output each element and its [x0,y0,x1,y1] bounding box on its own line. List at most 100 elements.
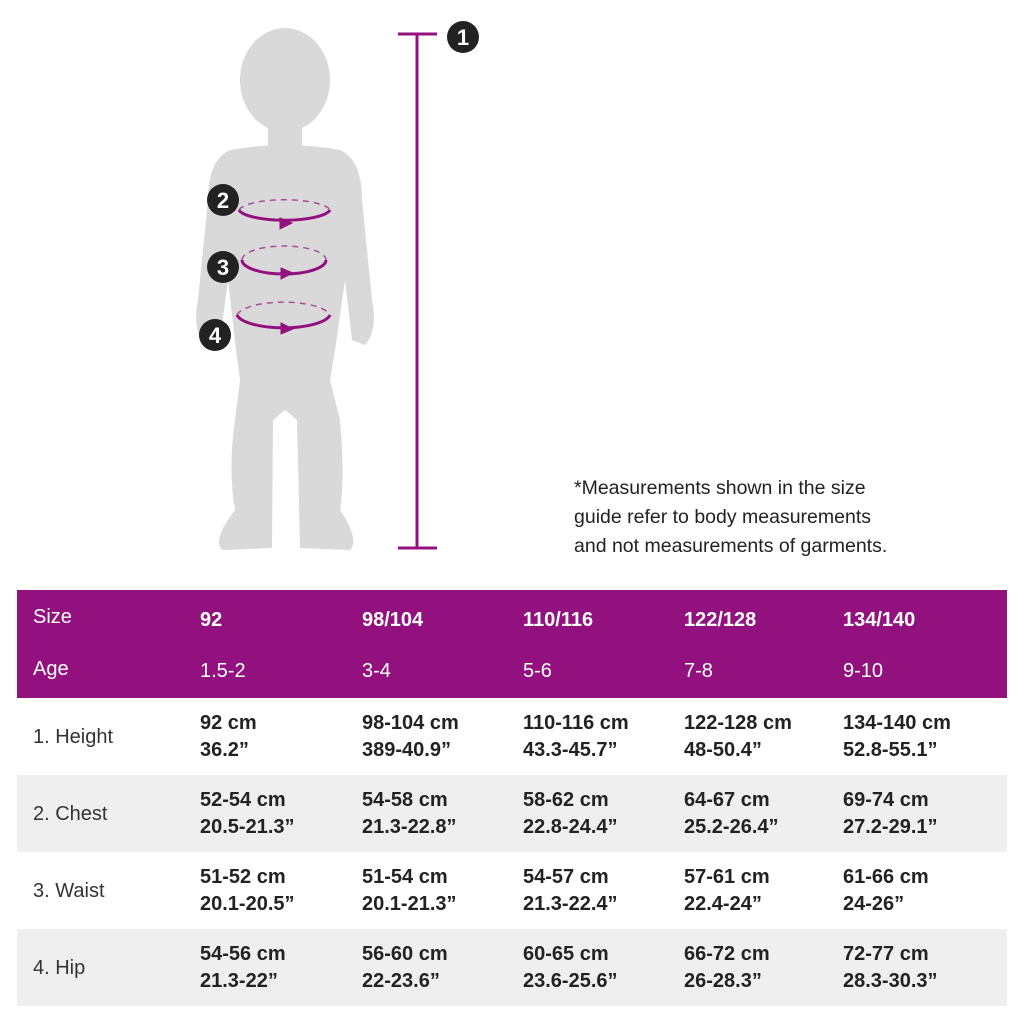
row-label: 4. Hip [33,957,86,979]
waist-measure-ring [240,245,328,280]
age-col: 1.5-2 [200,660,246,682]
measurement-note: *Measurements shown in the size guide re… [574,474,887,561]
age-col: 3-4 [362,660,391,682]
measurement-cell: 56-60 cm 22-23.6” [362,941,448,995]
body-measurement-figure: 1 2 3 4 [196,21,479,550]
measurement-cell: 134-140 cm 52.8-55.1” [843,710,951,764]
size-col: 98/104 [362,609,424,631]
measurement-cell: 54-56 cm 21.3-22” [200,941,286,995]
row-label: 2. Chest [33,803,108,825]
inch-value: 26-28.3” [684,970,762,992]
age-col: 5-6 [523,660,552,682]
measurement-cell: 72-77 cm 28.3-30.3” [843,941,938,995]
svg-text:4: 4 [209,323,222,348]
marker-badge-2: 2 [207,184,239,216]
height-measure-line [398,32,437,550]
size-header-row: Size 92 98/104 110/116 122/128 134/140 [17,606,1007,632]
measurement-cell: 60-65 cm 23.6-25.6” [523,941,618,995]
inch-value: 20.1-21.3” [362,893,457,915]
size-table: Size 92 98/104 110/116 122/128 134/140 A… [17,590,1007,1006]
table-row-height: 1. Height 92 cm 36.2” 98-104 cm 389-40.9” 110… [17,698,1007,775]
inch-value: 20.1-20.5” [200,893,295,915]
inch-value: 43.3-45.7” [523,739,618,761]
inch-value: 22-23.6” [362,970,440,992]
inch-value: 27.2-29.1” [843,816,938,838]
cm-value: 54-57 cm [523,866,609,888]
measurement-cell: 58-62 cm 22.8-24.4” [523,787,618,841]
inch-value: 36.2” [200,739,249,761]
size-label: Size [33,606,72,628]
cm-value: 56-60 cm [362,943,448,965]
measurement-cell: 61-66 cm 24-26” [843,864,929,918]
cm-value: 72-77 cm [843,943,929,965]
inch-value: 48-50.4” [684,739,762,761]
hip-measure-ring [235,301,332,335]
inch-value: 389-40.9” [362,739,451,761]
age-col: 9-10 [843,660,884,682]
measurement-cell: 54-57 cm 21.3-22.4” [523,864,618,918]
cm-value: 69-74 cm [843,789,929,811]
row-label: 3. Waist [33,880,105,902]
age-label: Age [33,658,69,680]
measurement-cell: 66-72 cm 26-28.3” [684,941,770,995]
marker-badge-1: 1 [447,21,479,53]
inch-value: 20.5-21.3” [200,816,295,838]
measurement-cell: 92 cm 36.2” [200,710,257,764]
cm-value: 51-54 cm [362,866,448,888]
cm-value: 51-52 cm [200,866,286,888]
row-label: 1. Height [33,726,114,748]
size-col: 110/116 [523,609,594,631]
measurement-cell: 69-74 cm 27.2-29.1” [843,787,938,841]
table-header: Size 92 98/104 110/116 122/128 134/140 A… [17,590,1007,698]
note-line: and not measurements of garments. [574,535,888,557]
marker-badge-3: 3 [207,251,239,283]
cm-value: 64-67 cm [684,789,770,811]
measurement-cell: 98-104 cm 389-40.9” [362,710,459,764]
cm-value: 54-58 cm [362,789,448,811]
inch-value: 21.3-22” [200,970,278,992]
measurement-cell: 51-52 cm 20.1-20.5” [200,864,295,918]
measurement-cell: 64-67 cm 25.2-26.4” [684,787,779,841]
measurement-cell: 110-116 cm 43.3-45.7” [523,710,629,764]
cm-value: 52-54 cm [200,789,286,811]
age-col: 7-8 [684,660,713,682]
inch-value: 28.3-30.3” [843,970,938,992]
inch-value: 22.4-24” [684,893,762,915]
note-line: guide refer to body measurements [574,506,871,528]
size-col: 92 [200,609,223,631]
svg-text:3: 3 [217,255,229,280]
inch-value: 21.3-22.8” [362,816,457,838]
measurement-cell: 57-61 cm 22.4-24” [684,864,770,918]
table-row-hip: 4. Hip 54-56 cm 21.3-22” 56-60 cm 22-23.6” 60… [17,929,1007,1006]
measurement-cell: 51-54 cm 20.1-21.3” [362,864,457,918]
svg-text:2: 2 [217,188,229,213]
size-col: 122/128 [684,609,757,631]
cm-value: 61-66 cm [843,866,929,888]
inch-value: 22.8-24.4” [523,816,618,838]
chest-measure-ring [237,199,332,230]
table-row-chest: 2. Chest 52-54 cm 20.5-21.3” 54-58 cm 21.3-2… [17,775,1007,852]
cm-value: 122-128 cm [684,712,792,734]
size-col: 134/140 [843,609,916,631]
inch-value: 21.3-22.4” [523,893,618,915]
cm-value: 110-116 cm [523,712,629,734]
cm-value: 54-56 cm [200,943,286,965]
measurement-cell: 52-54 cm 20.5-21.3” [200,787,295,841]
measurement-cell: 122-128 cm 48-50.4” [684,710,792,764]
cm-value: 92 cm [200,712,257,734]
child-silhouette [196,28,374,550]
inch-value: 23.6-25.6” [523,970,618,992]
inch-value: 24-26” [843,893,905,915]
cm-value: 58-62 cm [523,789,609,811]
note-line: *Measurements shown in the size [574,477,866,499]
marker-badge-4: 4 [199,319,231,351]
cm-value: 134-140 cm [843,712,951,734]
inch-value: 25.2-26.4” [684,816,779,838]
cm-value: 66-72 cm [684,943,770,965]
cm-value: 57-61 cm [684,866,770,888]
cm-value: 60-65 cm [523,943,609,965]
cm-value: 98-104 cm [362,712,459,734]
table-row-waist: 3. Waist 51-52 cm 20.1-20.5” 51-54 cm 20.1-2… [17,852,1007,929]
svg-text:1: 1 [457,25,469,50]
measurement-cell: 54-58 cm 21.3-22.8” [362,787,457,841]
